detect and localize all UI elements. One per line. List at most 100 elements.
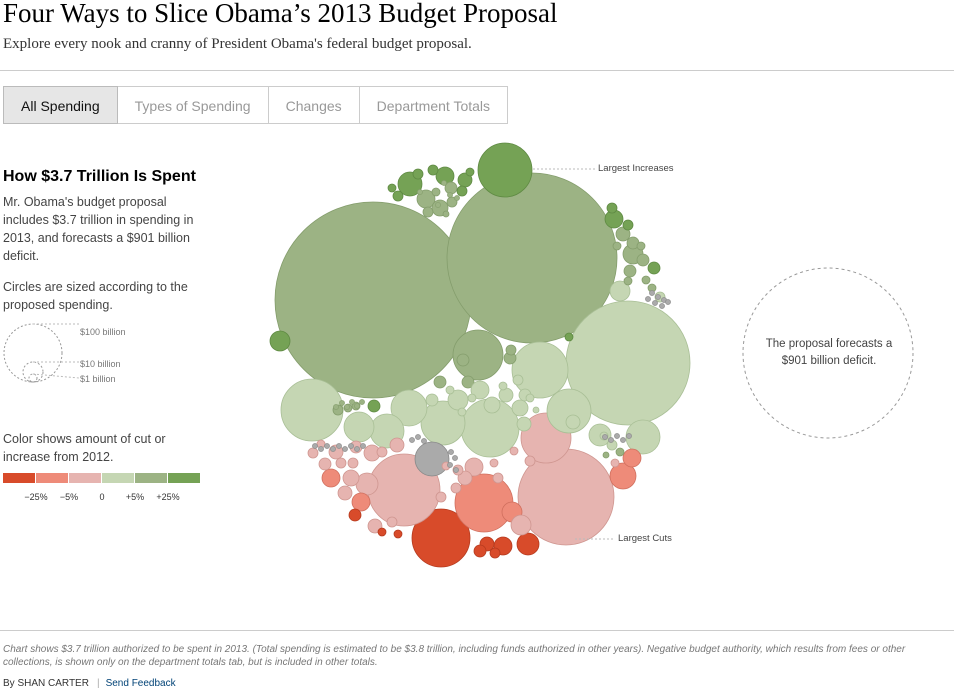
budget-bubble-small[interactable] <box>354 446 360 452</box>
budget-bubble-small[interactable] <box>342 446 348 452</box>
budget-bubble[interactable] <box>516 532 540 556</box>
budget-bubble[interactable] <box>393 529 403 539</box>
budget-bubble[interactable] <box>457 470 473 486</box>
budget-bubble[interactable] <box>321 468 341 488</box>
budget-bubble[interactable] <box>498 381 508 391</box>
budget-bubble[interactable] <box>489 458 499 468</box>
budget-bubble-small[interactable] <box>354 403 360 409</box>
budget-bubble-small[interactable] <box>614 433 620 439</box>
budget-bubble[interactable] <box>431 187 441 197</box>
budget-bubble[interactable] <box>425 393 439 407</box>
budget-bubble[interactable] <box>386 516 398 528</box>
budget-bubble[interactable] <box>342 469 360 487</box>
budget-bubble[interactable] <box>456 185 468 197</box>
budget-bubble[interactable] <box>612 241 622 251</box>
budget-bubble[interactable] <box>610 458 620 468</box>
budget-bubble-small[interactable] <box>452 455 458 461</box>
budget-bubble[interactable] <box>464 457 484 477</box>
tab-changes[interactable]: Changes <box>268 86 360 124</box>
budget-bubble[interactable] <box>511 341 569 399</box>
budget-bubble[interactable] <box>492 472 504 484</box>
budget-bubble[interactable] <box>389 437 405 453</box>
budget-bubble-small[interactable] <box>441 180 447 186</box>
budget-bubble-small[interactable] <box>454 195 460 201</box>
budget-bubble[interactable] <box>511 399 529 417</box>
budget-bubble-small[interactable] <box>348 443 354 449</box>
budget-bubble[interactable] <box>318 457 332 471</box>
budget-bubble[interactable] <box>450 482 462 494</box>
budget-bubble[interactable] <box>636 253 650 267</box>
budget-bubble-small[interactable] <box>336 443 342 449</box>
budget-bubble[interactable] <box>442 210 450 218</box>
tab-department-totals[interactable]: Department Totals <box>359 86 509 124</box>
budget-bubble[interactable] <box>427 164 439 176</box>
budget-bubble-small[interactable] <box>324 443 330 449</box>
budget-bubble-small[interactable] <box>665 299 671 305</box>
budget-bubble[interactable] <box>447 389 469 411</box>
budget-bubble[interactable] <box>489 547 501 559</box>
budget-bubble-small[interactable] <box>359 399 365 405</box>
budget-bubble[interactable] <box>602 451 610 459</box>
budget-bubble-small[interactable] <box>649 290 655 296</box>
budget-bubble[interactable] <box>565 414 581 430</box>
budget-bubble-small[interactable] <box>344 404 350 410</box>
budget-bubble-small[interactable] <box>652 300 658 306</box>
budget-bubble[interactable] <box>625 419 661 455</box>
budget-bubble-small[interactable] <box>448 449 454 455</box>
budget-bubble[interactable] <box>269 330 291 352</box>
budget-bubble-small[interactable] <box>659 303 665 309</box>
budget-bubble-small[interactable] <box>312 443 318 449</box>
tab-all-spending[interactable]: All Spending <box>3 86 118 124</box>
budget-bubble[interactable] <box>377 527 387 537</box>
budget-bubble[interactable] <box>636 241 646 251</box>
budget-bubble-small[interactable] <box>349 399 355 405</box>
budget-bubble[interactable] <box>351 492 371 512</box>
budget-bubble[interactable] <box>387 183 397 193</box>
budget-bubble[interactable] <box>422 206 434 218</box>
budget-bubble[interactable] <box>307 447 319 459</box>
budget-bubble-small[interactable] <box>447 462 453 468</box>
budget-bubble-small[interactable] <box>645 296 651 302</box>
budget-bubble[interactable] <box>623 264 637 278</box>
budget-bubble-small[interactable] <box>330 446 336 452</box>
budget-bubble-small[interactable] <box>421 438 427 444</box>
budget-bubble[interactable] <box>525 393 535 403</box>
budget-bubble[interactable] <box>470 380 490 400</box>
budget-bubble[interactable] <box>335 457 347 469</box>
budget-bubble[interactable] <box>347 457 359 469</box>
budget-bubble[interactable] <box>456 353 470 367</box>
budget-bubble-small[interactable] <box>626 433 632 439</box>
budget-bubble[interactable] <box>452 329 504 381</box>
budget-bubble[interactable] <box>622 219 634 231</box>
budget-bubble-small[interactable] <box>602 434 608 440</box>
budget-bubble[interactable] <box>615 447 625 457</box>
budget-bubble[interactable] <box>367 399 381 413</box>
budget-bubble[interactable] <box>465 167 475 177</box>
budget-bubble-small[interactable] <box>620 437 626 443</box>
budget-bubble[interactable] <box>392 190 404 202</box>
budget-bubble[interactable] <box>420 400 466 446</box>
budget-bubble[interactable] <box>445 385 455 395</box>
budget-bubble[interactable] <box>609 462 637 490</box>
budget-bubble[interactable] <box>414 441 450 477</box>
budget-bubble-small[interactable] <box>360 443 366 449</box>
budget-bubble-small[interactable] <box>435 202 441 208</box>
budget-bubble[interactable] <box>390 389 428 427</box>
budget-bubble[interactable] <box>355 472 379 496</box>
budget-bubble[interactable] <box>435 491 447 503</box>
budget-bubble-small[interactable] <box>318 446 324 452</box>
budget-bubble[interactable] <box>622 448 642 468</box>
budget-bubble-small[interactable] <box>453 467 459 473</box>
budget-bubble[interactable] <box>348 508 362 522</box>
budget-bubble[interactable] <box>274 201 472 399</box>
budget-bubble[interactable] <box>524 455 536 467</box>
budget-bubble[interactable] <box>647 261 661 275</box>
budget-bubble-small[interactable] <box>655 294 661 300</box>
budget-bubble[interactable] <box>483 396 501 414</box>
budget-bubble[interactable] <box>411 508 471 568</box>
budget-bubble[interactable] <box>461 375 475 389</box>
budget-bubble[interactable] <box>512 374 524 386</box>
budget-bubble[interactable] <box>505 344 517 356</box>
budget-bubble-small[interactable] <box>417 189 423 195</box>
budget-bubble[interactable] <box>510 514 532 536</box>
